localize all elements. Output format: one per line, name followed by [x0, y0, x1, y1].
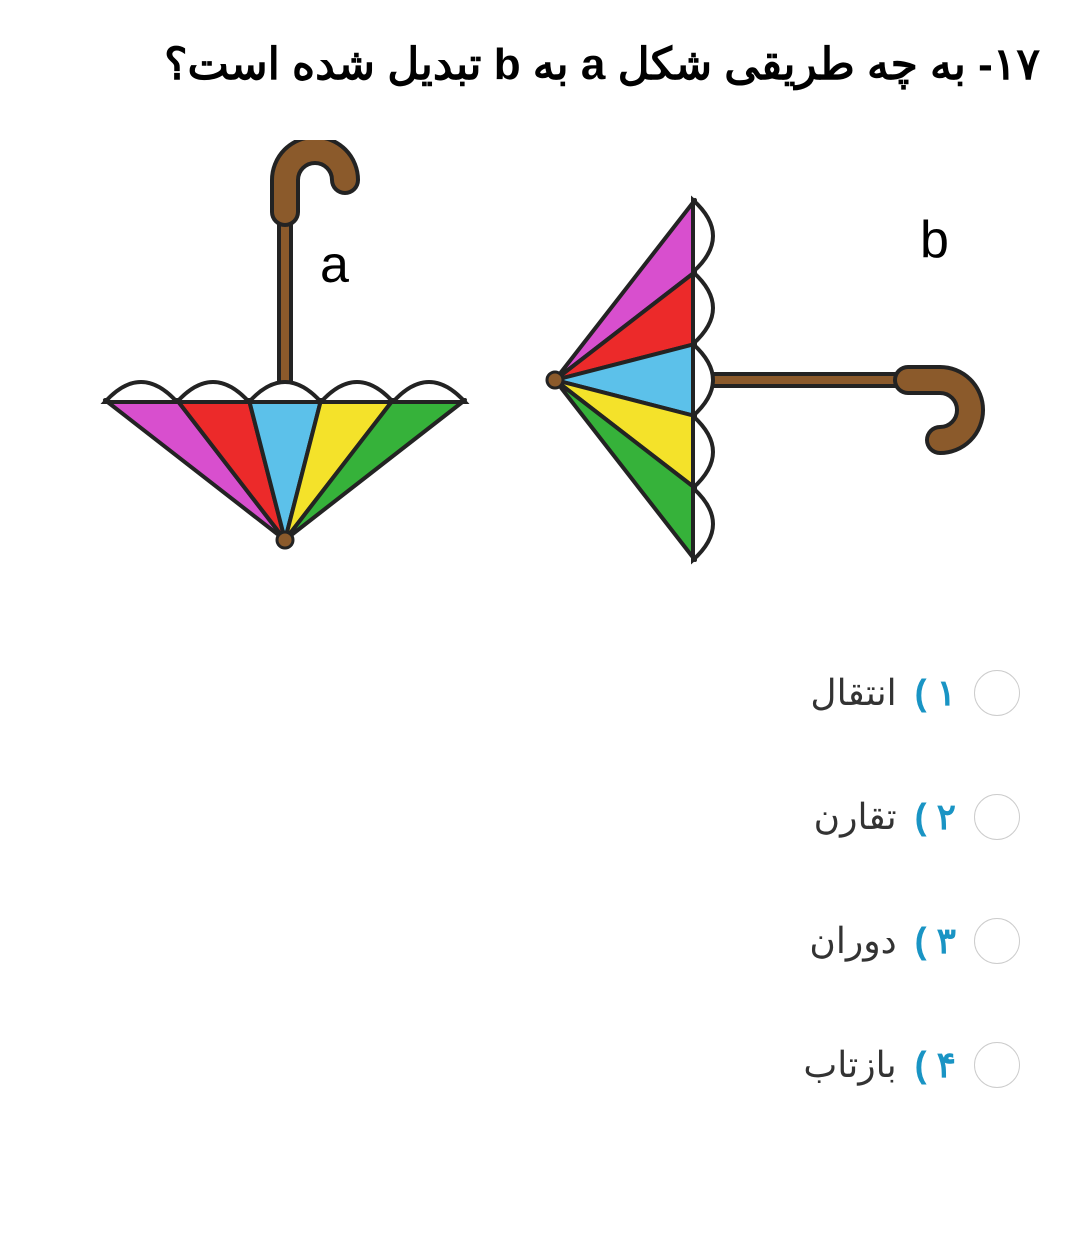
option-4[interactable]: ۴ ) بازتاب: [40, 1042, 1020, 1088]
radio-icon[interactable]: [974, 794, 1020, 840]
option-number: ۱ ): [915, 672, 956, 714]
option-text: بازتاب: [803, 1044, 896, 1086]
question-text: ۱۷- به چه طریقی شکل a به b تبدیل شده است…: [40, 30, 1040, 100]
label-b: b: [920, 210, 949, 270]
radio-icon[interactable]: [974, 1042, 1020, 1088]
label-a: a: [320, 235, 349, 295]
option-3[interactable]: ۳ ) دوران: [40, 918, 1020, 964]
radio-icon[interactable]: [974, 918, 1020, 964]
option-text: دوران: [809, 920, 896, 962]
option-text: تقارن: [814, 796, 897, 838]
option-text: انتقال: [810, 672, 896, 714]
figure-area: a: [40, 130, 1040, 610]
options-list: ۱ ) انتقال ۲ ) تقارن ۳ ) دوران ۴ ) بازتا…: [40, 670, 1040, 1088]
option-2[interactable]: ۲ ) تقارن: [40, 794, 1020, 840]
option-number: ۳ ): [915, 920, 956, 962]
option-number: ۴ ): [915, 1044, 956, 1086]
option-number: ۲ ): [915, 796, 956, 838]
umbrella-a-icon: [75, 140, 495, 560]
option-1[interactable]: ۱ ) انتقال: [40, 670, 1020, 716]
radio-icon[interactable]: [974, 670, 1020, 716]
